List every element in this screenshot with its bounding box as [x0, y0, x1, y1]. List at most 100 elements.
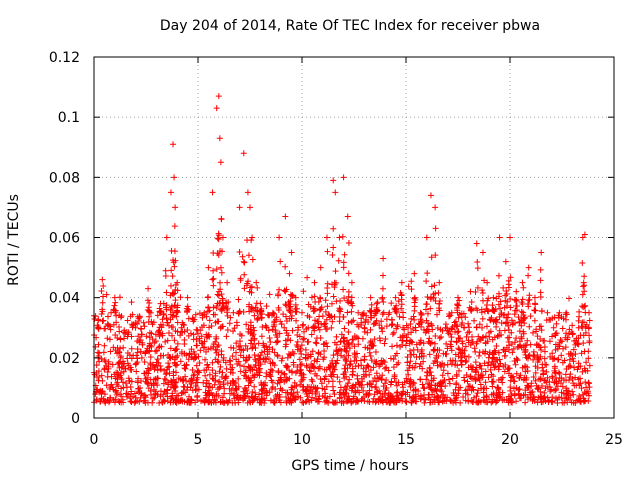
data-point: [439, 372, 446, 379]
data-point: [330, 244, 337, 251]
data-point: [523, 354, 530, 361]
data-point: [327, 365, 334, 372]
data-point: [346, 345, 353, 352]
data-point: [527, 313, 534, 320]
data-point: [528, 380, 535, 387]
data-point: [305, 338, 312, 345]
data-point: [252, 304, 259, 311]
data-point: [517, 372, 524, 379]
data-point: [216, 135, 223, 142]
data-point: [555, 312, 562, 319]
data-point: [495, 377, 502, 384]
data-point: [181, 362, 188, 369]
data-point: [348, 298, 355, 305]
data-point: [294, 327, 301, 334]
data-point: [144, 380, 151, 387]
data-point: [103, 291, 110, 298]
data-point: [457, 357, 464, 364]
data-point: [559, 325, 566, 332]
data-point: [372, 349, 379, 356]
data-point: [225, 399, 232, 406]
data-point: [220, 399, 227, 406]
data-point: [276, 234, 283, 241]
data-point: [537, 353, 544, 360]
data-point: [167, 355, 174, 362]
data-point: [509, 349, 516, 356]
data-point: [157, 352, 164, 359]
data-point: [490, 378, 497, 385]
data-point: [228, 387, 235, 394]
data-point: [428, 254, 435, 261]
data-point: [235, 343, 242, 350]
data-point: [138, 354, 145, 361]
data-point: [432, 225, 439, 232]
data-point: [227, 314, 234, 321]
data-point: [413, 341, 420, 348]
data-point: [411, 270, 418, 277]
data-point: [130, 321, 137, 328]
data-point: [310, 305, 317, 312]
data-point: [168, 395, 175, 402]
data-point: [245, 394, 252, 401]
data-point: [558, 389, 565, 396]
data-point: [469, 384, 476, 391]
data-point: [156, 327, 163, 334]
data-point: [425, 394, 432, 401]
y-tick-labels: 0 0.02 0.04 0.06 0.08 0.1 0.12: [49, 50, 80, 427]
data-point: [495, 393, 502, 400]
data-point: [117, 353, 124, 360]
data-point: [125, 329, 132, 336]
data-point: [341, 391, 348, 398]
data-point: [223, 365, 230, 372]
data-point: [478, 309, 485, 316]
data-point: [100, 283, 107, 290]
data-point: [284, 336, 291, 343]
data-point: [322, 390, 329, 397]
data-point: [390, 395, 397, 402]
data-point: [236, 308, 243, 315]
data-point: [253, 279, 260, 286]
data-point: [399, 337, 406, 344]
data-point: [408, 286, 415, 293]
data-point: [244, 345, 251, 352]
data-point: [266, 334, 273, 341]
data-point: [407, 383, 414, 390]
data-point: [246, 398, 253, 405]
data-point: [399, 381, 406, 388]
data-point: [330, 225, 337, 232]
data-point: [107, 394, 114, 401]
data-point: [339, 233, 346, 240]
data-point: [534, 333, 541, 340]
data-point: [215, 342, 222, 349]
data-point: [181, 350, 188, 357]
data-point: [316, 326, 323, 333]
data-point: [468, 375, 475, 382]
data-point: [367, 294, 374, 301]
data-point: [158, 307, 165, 314]
data-point: [186, 393, 193, 400]
data-point: [561, 399, 568, 406]
data-point: [245, 278, 252, 285]
data-point: [354, 396, 361, 403]
data-point: [539, 361, 546, 368]
data-point: [476, 352, 483, 359]
data-point: [163, 302, 170, 309]
data-point: [147, 353, 154, 360]
data-point: [110, 306, 117, 313]
data-point: [165, 322, 172, 329]
data-point: [324, 303, 331, 310]
data-point: [502, 258, 509, 265]
data-point: [217, 264, 224, 271]
data-point: [105, 313, 112, 320]
data-point: [177, 358, 184, 365]
data-point: [229, 364, 236, 371]
data-point: [558, 352, 565, 359]
data-point: [475, 387, 482, 394]
data-point: [140, 319, 147, 326]
data-point: [282, 313, 289, 320]
data-point: [293, 317, 300, 324]
data-point: [271, 319, 278, 326]
data-point: [215, 93, 222, 100]
data-point: [138, 325, 145, 332]
data-point: [155, 359, 162, 366]
